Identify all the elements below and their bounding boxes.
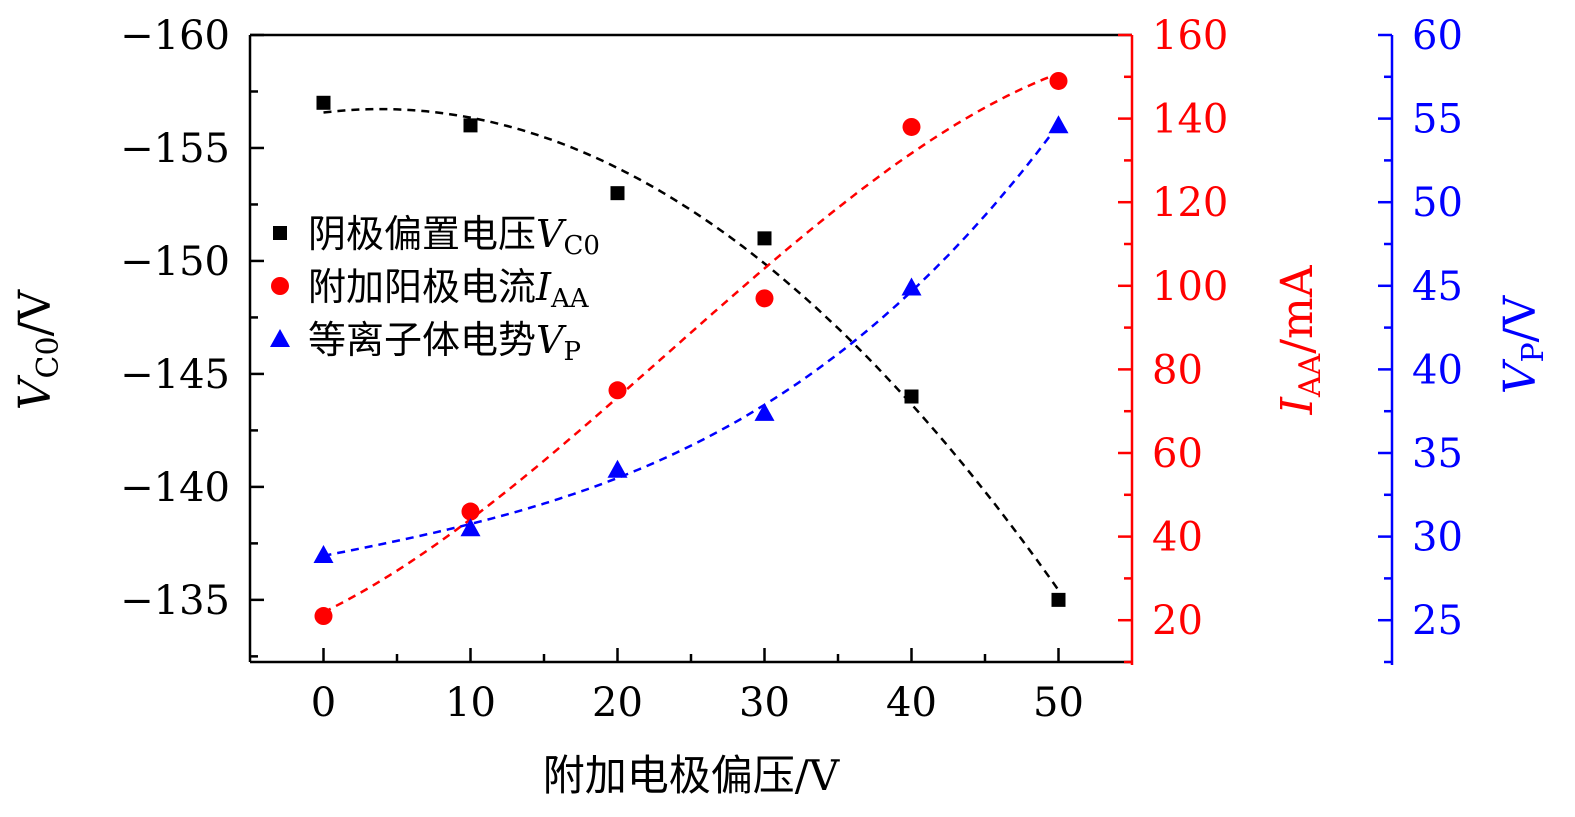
left-axis-tick-label: −140 (120, 465, 230, 511)
plasma-axis-tick-label: 35 (1412, 431, 1463, 477)
data-point-0 (904, 389, 919, 404)
plasma-axis-label: VP/V (1495, 294, 1551, 394)
data-point-1 (1049, 71, 1068, 90)
left-axis-tick-label: −135 (120, 578, 230, 624)
plasma-axis-tick-label: 55 (1412, 97, 1463, 143)
x-tick-label: 40 (886, 680, 937, 726)
data-point-1 (755, 289, 774, 308)
x-tick-label: 20 (592, 680, 643, 726)
left-axis-label: VC0/V (10, 289, 66, 411)
data-point-2 (607, 459, 628, 478)
x-axis-label: 附加电极偏压/V (543, 751, 840, 800)
data-point-1 (314, 607, 333, 626)
fit-line-1 (322, 72, 1059, 614)
left-axis-tick-label: −160 (120, 13, 230, 59)
current-axis-tick-label: 160 (1152, 13, 1228, 59)
plasma-axis-tick-label: 30 (1412, 515, 1463, 561)
plasma-axis-tick-label: 25 (1412, 598, 1463, 644)
x-tick-label: 50 (1033, 680, 1084, 726)
x-tick-label: 0 (311, 680, 336, 726)
legend-marker (271, 277, 289, 295)
current-axis-tick-label: 20 (1152, 598, 1203, 644)
data-point-1 (608, 381, 627, 400)
legend-marker (270, 329, 290, 347)
data-point-0 (610, 186, 625, 201)
fit-line-0 (323, 107, 1060, 591)
current-axis-tick-label: 100 (1152, 264, 1228, 310)
current-axis-tick-label: 140 (1152, 97, 1228, 143)
left-axis-tick-label: −155 (120, 126, 230, 172)
data-point-2 (460, 518, 481, 537)
plasma-axis-tick-label: 45 (1412, 264, 1463, 310)
current-axis-tick-label: 60 (1152, 431, 1203, 477)
plasma-axis-tick-label: 50 (1412, 180, 1463, 226)
left-axis-tick-label: −150 (120, 239, 230, 285)
x-tick-label: 10 (445, 680, 496, 726)
current-axis-tick-label: 40 (1152, 515, 1203, 561)
plasma-axis-tick-label: 60 (1412, 13, 1463, 59)
data-point-0 (463, 118, 478, 133)
current-axis-tick-label: 120 (1152, 180, 1228, 226)
legend-entry: 阴极偏置电压VC0 (308, 212, 600, 261)
current-axis-tick-label: 80 (1152, 347, 1203, 393)
x-tick-label: 30 (739, 680, 790, 726)
legend-marker (273, 226, 287, 240)
data-point-1 (902, 117, 921, 136)
data-point-2 (1048, 115, 1069, 134)
data-point-2 (313, 544, 334, 563)
current-axis-label: IAA/mA (1272, 264, 1328, 415)
legend-entry: 等离子体电势VP (308, 318, 581, 367)
data-point-2 (754, 402, 775, 421)
plasma-axis-tick-label: 40 (1412, 347, 1463, 393)
data-point-0 (316, 95, 331, 110)
data-point-2 (901, 277, 922, 296)
fit-line-2 (323, 123, 1060, 558)
data-point-0 (757, 231, 772, 246)
legend-entry: 附加阳极电流IAA (308, 265, 590, 314)
data-point-0 (1051, 592, 1066, 607)
data-point-1 (461, 502, 480, 521)
left-axis-tick-label: −145 (120, 352, 230, 398)
